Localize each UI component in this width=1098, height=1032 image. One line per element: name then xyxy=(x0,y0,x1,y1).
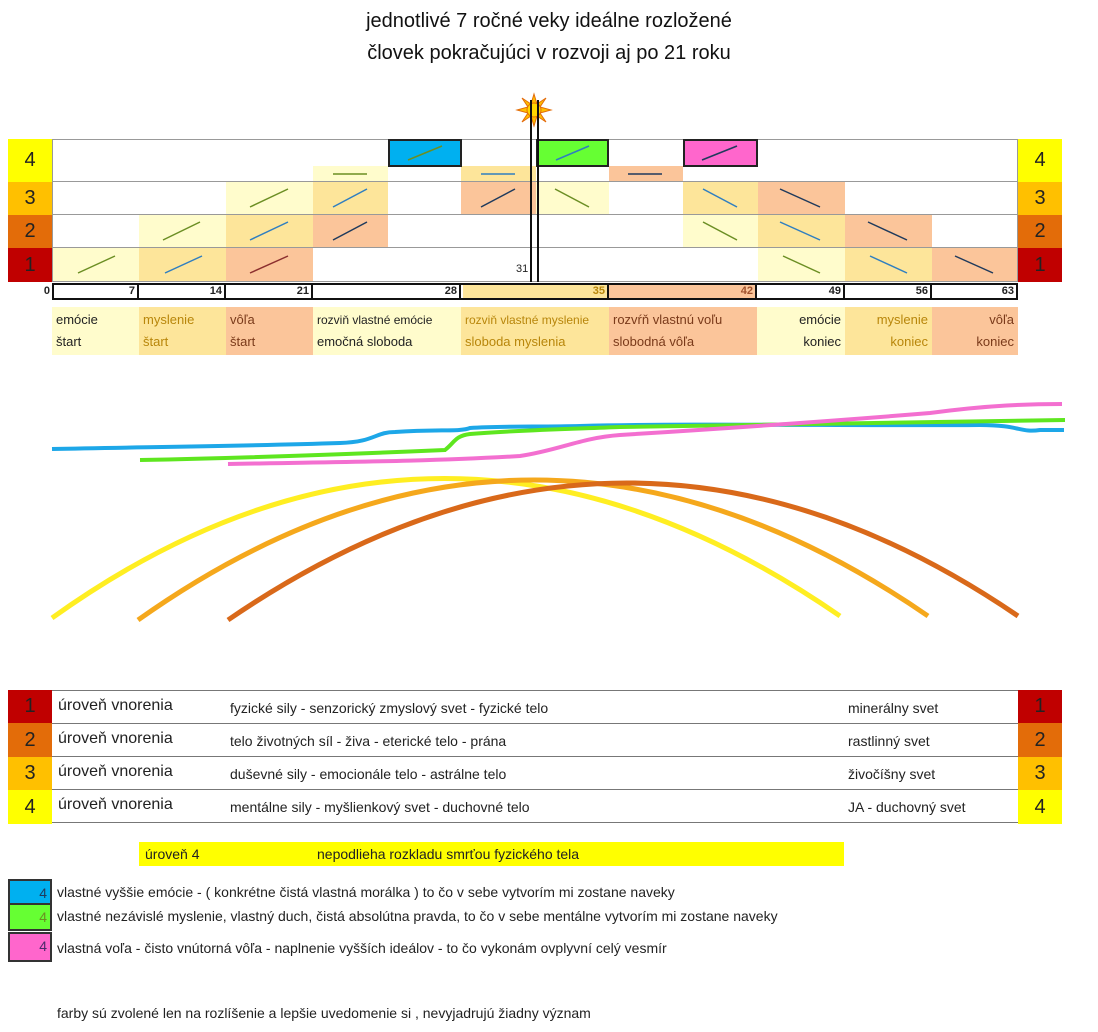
phase-label: myslenie koniec xyxy=(845,307,932,355)
axis-tick: 28 xyxy=(313,284,461,299)
orange-arc xyxy=(136,477,930,623)
phase-label: rozviň vlastné emócie emočná sloboda xyxy=(313,307,461,355)
level-3-marker-left: 3 xyxy=(8,182,52,215)
axis-tick: 63 xyxy=(1001,285,1014,297)
yellow-arc xyxy=(50,476,842,621)
phase-label: vôľa koniec xyxy=(932,307,1018,355)
level-1-marker-right: 1 xyxy=(1018,248,1062,282)
level-2-marker-right: 2 xyxy=(1018,215,1062,248)
table-level-1-right: 1 xyxy=(1018,690,1062,723)
table-row: úroveň vnorenia mentálne sily - myšlienk… xyxy=(52,790,1018,823)
axis-tick: 0 xyxy=(43,285,50,297)
table-level-3-left: 3 xyxy=(8,757,52,790)
grid-row-line xyxy=(52,247,1018,248)
axis-tick: 14 xyxy=(139,284,226,299)
table-row: úroveň vnorenia fyzické sily - senzorick… xyxy=(52,691,1018,724)
banner-text: nepodlieha rozkladu smrťou fyzického tel… xyxy=(317,846,580,862)
axis-tick: 49 xyxy=(757,284,845,299)
axis-tick: 7 xyxy=(54,284,139,299)
legend-pink-swatch: 4 xyxy=(8,932,52,962)
development-curves xyxy=(50,402,1066,623)
level-4-marker-right: 4 xyxy=(1018,139,1062,182)
pink-line xyxy=(227,402,1063,466)
phase-label: emócie koniec xyxy=(757,307,845,355)
table-level-2-right: 2 xyxy=(1018,723,1062,757)
banner-label: úroveň 4 xyxy=(145,846,200,862)
table-level-2-left: 2 xyxy=(8,723,52,757)
levels-table xyxy=(52,690,1018,825)
midpoint-label: 31 xyxy=(516,263,529,275)
legend-green-swatch: 4 xyxy=(8,903,52,931)
age-axis xyxy=(52,283,1018,300)
axis-tick: 21 xyxy=(226,284,313,299)
pink-box xyxy=(683,139,758,167)
dark-orange-arc xyxy=(226,480,1020,623)
axis-highlight xyxy=(609,285,757,298)
blue-line xyxy=(51,422,1064,451)
phase-label: vôľa štart xyxy=(226,307,313,355)
page-title-line2: človek pokračujúci v rozvoji aj po 21 ro… xyxy=(367,42,731,64)
grid-strokes xyxy=(77,100,994,282)
level-4-marker-left: 4 xyxy=(8,139,52,182)
level-2-marker-left: 2 xyxy=(8,215,52,248)
phase-label: myslenie štart xyxy=(139,307,226,355)
table-row: úroveň vnorenia telo životných síl - živ… xyxy=(52,724,1018,757)
axis-tick: 35 xyxy=(461,284,609,299)
table-level-4-left: 4 xyxy=(8,790,52,824)
level-3-marker-right: 3 xyxy=(1018,182,1062,215)
legend-blue-text: vlastné vyššie emócie - ( konkrétne čist… xyxy=(57,884,675,900)
grid-row-line xyxy=(52,214,1018,215)
phase-label: rozviň vlastné myslenie sloboda myslenia xyxy=(461,307,609,355)
table-level-3-right: 3 xyxy=(1018,757,1062,790)
footnote: farby sú zvolené len na rozlíšenie a lep… xyxy=(57,1005,591,1021)
page-title-line1: jednotlivé 7 ročné veky ideálne rozložen… xyxy=(366,10,732,32)
level4-banner: úroveň 4 nepodlieha rozkladu smrťou fyzi… xyxy=(139,842,844,866)
legend-pink-text: vlastná voľa - čisto vnútorná vôľa - nap… xyxy=(57,940,667,956)
axis-tick: 42 xyxy=(609,284,757,299)
legend-green-text: vlastné nezávislé myslenie, vlastný duch… xyxy=(57,908,778,924)
grid-cell xyxy=(139,215,226,248)
level-1-marker-left: 1 xyxy=(8,248,52,282)
grid-row-line xyxy=(52,181,1018,182)
grid-frame xyxy=(52,139,1018,282)
phase-label: rozvŕň vlastnú voľu slobodná vôľa xyxy=(609,307,757,355)
green-line xyxy=(139,418,1066,462)
phase-label: emócie štart xyxy=(52,307,139,355)
table-level-4-right: 4 xyxy=(1018,790,1062,824)
axis-highlight xyxy=(463,285,609,298)
table-row: úroveň vnorenia duševné sily - emocionál… xyxy=(52,757,1018,790)
table-level-1-left: 1 xyxy=(8,690,52,723)
axis-tick: 56 xyxy=(845,284,932,299)
